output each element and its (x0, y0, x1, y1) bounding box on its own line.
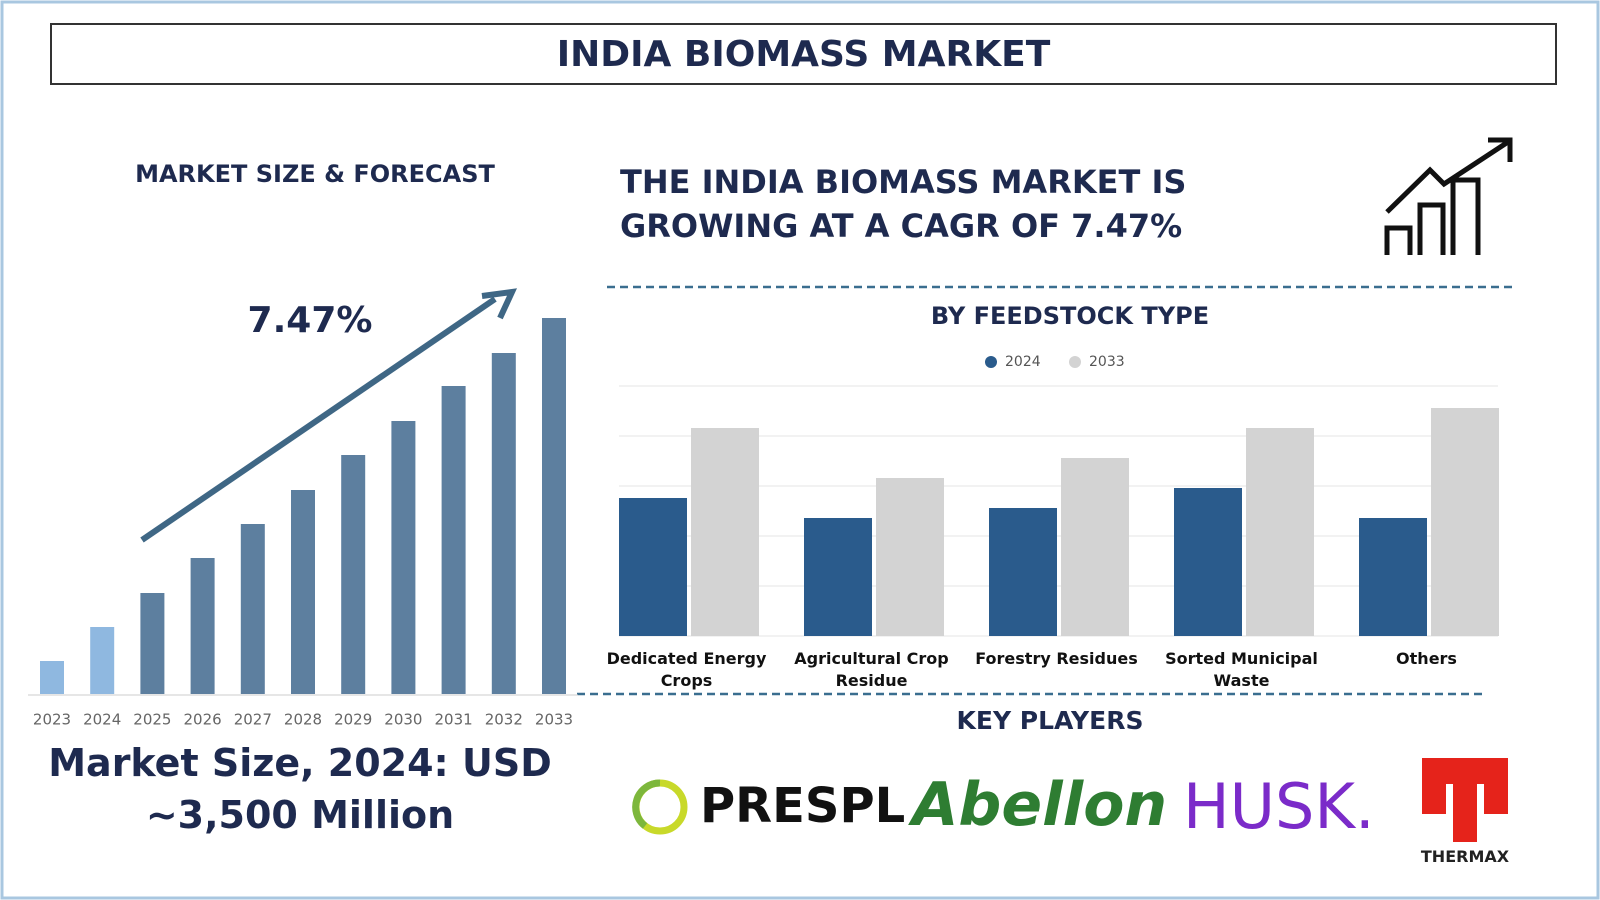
x-tick-label: 2025 (133, 711, 171, 729)
legend-label: 2033 (1089, 354, 1125, 370)
x-tick-label: Forestry Residues (975, 649, 1138, 668)
bar (90, 627, 115, 694)
x-tick-label: 2026 (184, 711, 222, 729)
x-tick-label: 2024 (83, 711, 121, 729)
x-tick-label: 2032 (485, 711, 523, 729)
prespl-icon (632, 779, 688, 835)
x-tick-label: Dedicated Energy Crops (606, 649, 767, 690)
x-tick-label: 2023 (33, 711, 71, 729)
bar (691, 428, 759, 636)
logo-thermax: THERMAX (1420, 847, 1510, 866)
chart-title: MARKET SIZE & FORECAST (135, 160, 495, 188)
bar (190, 558, 215, 694)
annotation: 7.47% (247, 300, 373, 341)
bar (1246, 428, 1314, 636)
bar (619, 498, 687, 636)
trend-arrow (140, 288, 518, 543)
x-tick-label: 2031 (435, 711, 473, 729)
x-tick-label: Others (1396, 649, 1457, 668)
bar (291, 490, 315, 694)
bar (40, 661, 64, 694)
bar (140, 593, 165, 694)
bar (491, 353, 516, 694)
x-tick-label: 2029 (334, 711, 372, 729)
bar (876, 478, 944, 636)
market-size: Market Size, 2024: USD ~3,500 Million (48, 741, 552, 837)
bar (240, 524, 265, 694)
bar (1061, 458, 1129, 636)
bar (542, 318, 566, 694)
x-tick-label: 2033 (535, 711, 573, 729)
key-players-title: KEY PLAYERS (956, 706, 1144, 735)
logo-prespl: PRESPL (700, 778, 906, 834)
bar (1359, 518, 1427, 636)
logo-husk: HUSK. (1183, 770, 1375, 843)
bar (1174, 488, 1242, 636)
bar (1431, 408, 1499, 636)
title-box (50, 23, 1557, 85)
legend-label: 2024 (1005, 354, 1041, 370)
bar (341, 455, 366, 694)
legend-swatch (1069, 356, 1081, 368)
headline: THE INDIA BIOMASS MARKET IS GROWING AT A… (620, 163, 1187, 245)
bar (804, 518, 872, 636)
thermax-icon (1422, 758, 1508, 842)
logo-abellon: Abellon (912, 770, 1168, 840)
growth-icon (1384, 137, 1513, 255)
bar (391, 421, 416, 694)
x-tick-label: 2030 (384, 711, 422, 729)
x-tick-label: Sorted Municipal Waste (1165, 649, 1318, 690)
legend-swatch (985, 356, 997, 368)
x-tick-label: 2027 (234, 711, 272, 729)
chart-title: BY FEEDSTOCK TYPE (930, 302, 1210, 330)
bar (441, 386, 466, 694)
x-tick-label: 2028 (284, 711, 322, 729)
x-tick-label: Agricultural Crop Residue (794, 649, 949, 690)
page-title: INDIA BIOMASS MARKET (556, 34, 1051, 75)
bar (989, 508, 1057, 636)
